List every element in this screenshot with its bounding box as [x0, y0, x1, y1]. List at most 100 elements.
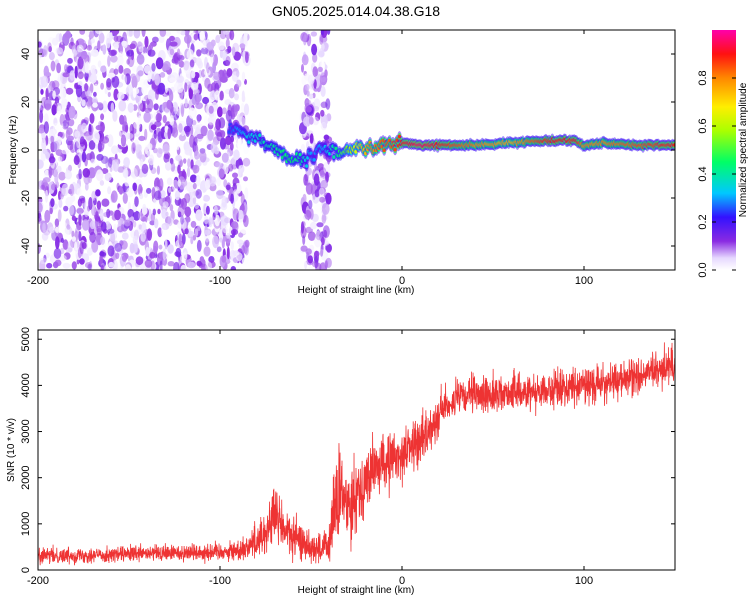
spectrogram-cell	[316, 222, 324, 228]
spectrogram-cell	[89, 231, 96, 243]
spectrogram-cell	[200, 47, 209, 55]
spectrogram-cell	[88, 124, 94, 136]
spectrogram-cell	[87, 52, 91, 64]
spectrogram-cell	[189, 59, 195, 68]
spectrogram-cell	[135, 144, 143, 153]
spectrogram-cell	[45, 88, 49, 101]
spectrogram-cell	[125, 124, 129, 133]
spectrogram-cell	[113, 68, 119, 75]
spectrogram-cell	[219, 237, 223, 243]
spectrogram-cell	[196, 239, 202, 252]
spectrogram-cell	[171, 179, 179, 193]
spectrogram-cell	[111, 145, 119, 155]
spectrogram-cell	[74, 82, 78, 90]
spectrogram-cell	[132, 104, 138, 111]
spectrogram-cell	[173, 102, 178, 115]
spectrogram-cell	[191, 70, 196, 79]
spectrogram-cell	[169, 204, 174, 212]
spectrogram-cell	[323, 134, 330, 141]
spectrogram-cell	[190, 82, 199, 91]
spectrogram-cell	[215, 162, 223, 168]
spectrogram-cell	[223, 179, 228, 188]
spectrogram-cell	[315, 231, 323, 241]
spectrogram-cell	[189, 134, 195, 148]
spectrogram-cell	[225, 135, 232, 146]
spectrogram-cell	[137, 70, 144, 77]
spectrogram-cell	[126, 58, 130, 65]
spectrogram-cell	[58, 199, 63, 208]
spectrogram-cell	[166, 177, 173, 186]
spectrogram-cell	[170, 162, 176, 172]
spectrogram-cell	[184, 206, 192, 217]
spectrogram-cell	[216, 246, 222, 253]
spectrogram-cell	[71, 261, 77, 270]
spectrogram-cell	[48, 156, 56, 164]
spectrogram-cell	[106, 134, 114, 148]
spectrogram-cell	[167, 261, 175, 267]
spectrogram-cell	[304, 261, 308, 270]
spectrogram-cell	[79, 241, 84, 255]
spectrogram-cell	[217, 41, 225, 51]
spectrogram-cell	[219, 76, 228, 83]
spectrogram-x-axis-title: Height of straight line (km)	[298, 285, 415, 296]
spectrogram-cell	[117, 166, 125, 173]
spectrogram-cell	[146, 99, 154, 111]
spectrogram-cell	[157, 131, 163, 143]
spectrogram-cell	[215, 265, 220, 270]
spectrogram-cell	[129, 123, 134, 135]
spectrogram-cell	[88, 31, 95, 39]
spectrogram-cell	[317, 163, 324, 169]
spectrogram-cell	[138, 46, 144, 53]
spectrogram-cell	[112, 259, 118, 270]
spectrogram-cell	[132, 235, 138, 245]
spectrogram-cell	[100, 65, 107, 73]
colorbar-tick-label: 0.0	[697, 262, 709, 277]
spectrogram-cell	[214, 214, 221, 227]
spectrogram-cell	[89, 220, 96, 230]
spectrogram-cell	[317, 66, 323, 72]
spectrogram-cell	[222, 107, 227, 115]
spectrogram-cell	[76, 137, 81, 149]
spectrogram-cell	[174, 190, 180, 201]
spectrogram-cell	[171, 63, 176, 72]
spectrogram-cell	[43, 45, 48, 57]
spectrogram-cell	[204, 77, 211, 89]
spectrogram-cell	[204, 115, 208, 126]
spectrogram-cell	[38, 243, 41, 254]
spectrogram-cell	[186, 49, 194, 61]
spectrogram-cell	[151, 62, 156, 72]
spectrogram-cell	[140, 222, 147, 235]
spectrogram-cell	[95, 265, 100, 270]
spectrogram-cell	[132, 210, 141, 221]
spectrogram-cell	[321, 76, 326, 83]
spectrogram-cell	[192, 182, 197, 190]
spectrogram-cell	[51, 104, 57, 116]
spectrogram-cell	[233, 149, 240, 161]
spectrogram-cell	[42, 148, 48, 155]
spectrogram-cell	[141, 84, 148, 95]
spectrogram-cell	[154, 218, 159, 229]
colorbar-tick-label: 0.2	[697, 214, 709, 229]
spectrogram-cell	[162, 115, 167, 124]
spectrogram-cell	[60, 237, 64, 243]
spectrogram-cell	[325, 98, 331, 110]
spectrogram-cell	[99, 251, 105, 257]
spectrogram-cell	[184, 228, 189, 235]
spectrogram-cell	[117, 130, 122, 139]
spectrogram-cell	[62, 262, 71, 269]
spectrogram-cell	[169, 41, 178, 47]
spectrogram-cell	[104, 87, 108, 95]
spectrogram-cell	[138, 135, 146, 142]
spectrogram-cell	[109, 32, 113, 41]
spectrogram-cell	[49, 207, 53, 215]
spectrogram-cell	[313, 173, 320, 186]
spectrogram-cell	[242, 50, 246, 64]
colorbar-gradient	[712, 30, 736, 270]
spectrogram-cell	[244, 79, 247, 85]
spectrogram-cell	[146, 150, 151, 157]
spectrogram-cell	[204, 229, 211, 235]
spectrogram-cell	[203, 215, 209, 225]
spectrogram-cell	[225, 56, 231, 67]
spectrogram-cell	[192, 124, 201, 130]
spectrogram-cell	[180, 104, 185, 117]
